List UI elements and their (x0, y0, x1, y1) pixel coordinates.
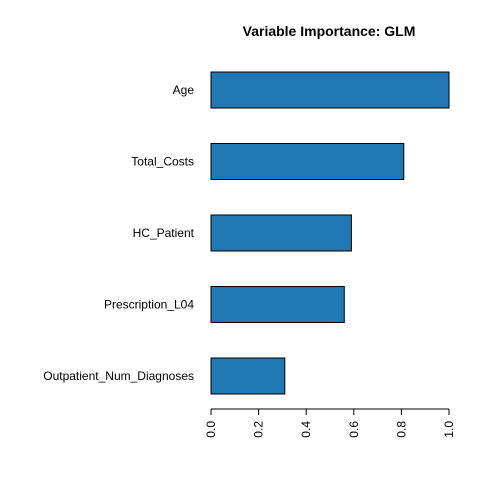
category-label: Prescription_L04 (104, 298, 194, 312)
chart-title: Variable Importance: GLM (243, 23, 416, 39)
x-axis: 0.0 0.2 0.4 0.6 0.8 1.0 (204, 408, 456, 438)
bar-outpatient-num-diagnoses (210, 357, 286, 395)
x-tick-label: 0.4 (299, 421, 313, 438)
category-labels: Age Total_Costs HC_Patient Prescription_L04… (43, 83, 194, 383)
category-label: Age (173, 83, 195, 97)
bar-hc-patient (210, 214, 352, 252)
category-label: HC_Patient (133, 226, 195, 240)
x-tick-label: 0.0 (204, 421, 218, 438)
category-label: Outpatient_Num_Diagnoses (43, 369, 194, 383)
category-label: Total_Costs (131, 155, 194, 169)
x-tick-label: 0.8 (394, 421, 408, 438)
bar-age (210, 71, 450, 109)
bar-prescription-l04 (210, 286, 345, 323)
bar-total-costs (210, 143, 405, 180)
x-tick-label: 0.2 (252, 421, 266, 438)
x-tick-label: 1.0 (442, 421, 456, 438)
bars-layer (210, 71, 450, 395)
x-tick-label: 0.6 (347, 421, 361, 438)
